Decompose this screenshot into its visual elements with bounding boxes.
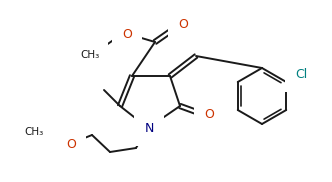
Text: CH₃: CH₃ <box>25 127 44 137</box>
Text: O: O <box>66 137 76 151</box>
Text: O: O <box>122 27 132 41</box>
Text: O: O <box>178 17 188 31</box>
Text: N: N <box>144 122 154 136</box>
Text: CH₃: CH₃ <box>80 50 100 60</box>
Text: O: O <box>204 108 214 120</box>
Text: Cl: Cl <box>295 68 307 82</box>
